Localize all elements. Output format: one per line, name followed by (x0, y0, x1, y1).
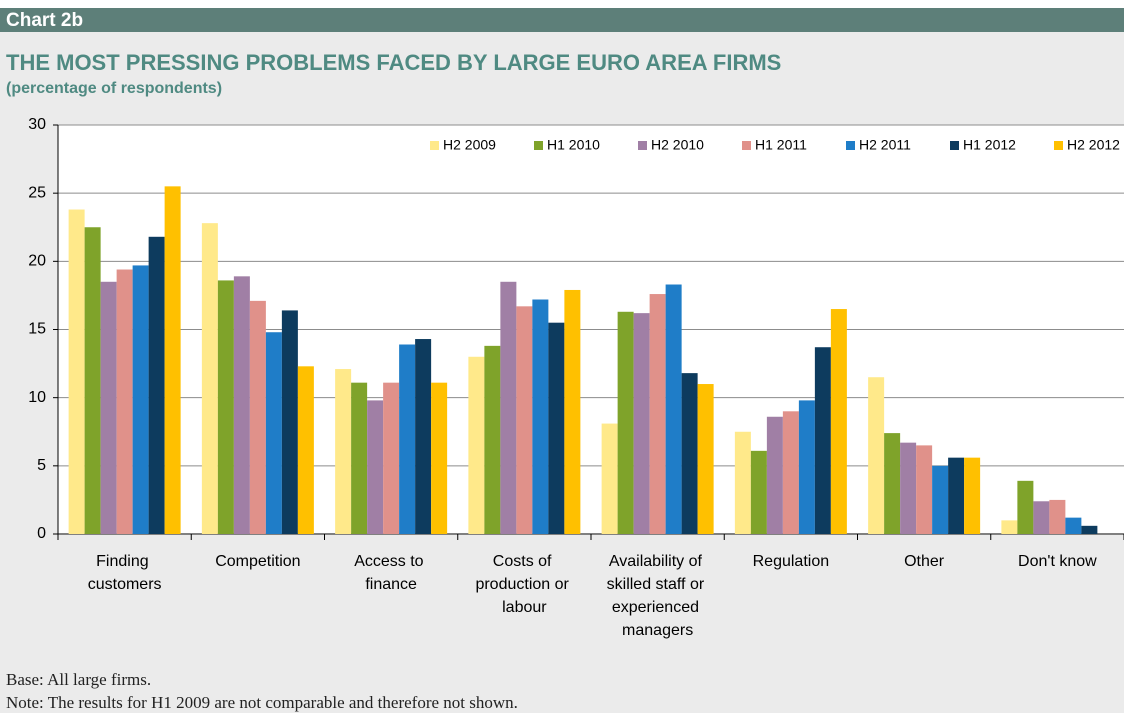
bar (383, 382, 400, 534)
bar (884, 433, 901, 534)
x-tick-label: Access to finance (354, 553, 428, 593)
bar (665, 284, 682, 534)
bar (217, 280, 234, 534)
bar (750, 450, 767, 534)
bar (900, 442, 917, 534)
bar (617, 311, 634, 534)
x-tick-label: Don't know (1018, 553, 1097, 570)
chart-label: Chart 2b (6, 10, 83, 31)
bar (367, 400, 384, 534)
x-tick-label: Finding customers (88, 553, 162, 593)
chart-subtitle: (percentage of respondents) (6, 80, 222, 97)
bar (601, 423, 618, 534)
bar (484, 345, 501, 534)
legend-label: H2 2011 (859, 137, 911, 153)
bar (916, 445, 933, 534)
x-tick-label: Competition (215, 553, 300, 570)
bar (164, 186, 181, 534)
bar (1001, 520, 1018, 534)
bar (281, 310, 298, 534)
bar (1033, 501, 1050, 534)
legend-label: H1 2012 (963, 137, 1016, 153)
bar (116, 269, 133, 534)
bar (814, 347, 831, 534)
bar (132, 265, 149, 534)
bar (868, 377, 885, 534)
legend-swatch (846, 141, 855, 150)
chart-title: THE MOST PRESSING PROBLEMS FACED BY LARG… (6, 50, 781, 75)
bar (68, 209, 85, 534)
legend-swatch (638, 141, 647, 150)
bar (84, 227, 101, 534)
bar (734, 431, 751, 534)
bar (1017, 480, 1034, 534)
legend-swatch (742, 141, 751, 150)
bar (766, 416, 783, 534)
bar (351, 382, 368, 534)
bar (468, 356, 485, 534)
bar (782, 411, 799, 534)
bar (649, 294, 666, 534)
legend-swatch (950, 141, 959, 150)
bar (148, 236, 165, 534)
bar (830, 309, 847, 534)
bar (335, 369, 352, 534)
bar (1065, 517, 1082, 534)
x-tick-label: Other (904, 553, 945, 570)
bar (798, 400, 815, 534)
legend-swatch (430, 141, 439, 150)
bar (399, 344, 416, 534)
bar (1049, 499, 1066, 534)
x-tick-label: Regulation (753, 553, 830, 570)
footnote: Note: The results for H1 2009 are not co… (6, 693, 518, 712)
y-tick-label: 0 (37, 525, 46, 542)
legend-label: H2 2010 (651, 137, 704, 153)
bar (532, 299, 549, 534)
bar (249, 300, 266, 534)
y-tick-label: 30 (28, 116, 46, 133)
legend-label: H2 2012 (1067, 137, 1120, 153)
bar (431, 382, 448, 534)
bar (500, 281, 517, 534)
legend-swatch (534, 141, 543, 150)
bar (201, 223, 218, 534)
bar (633, 313, 650, 534)
x-tick-label: Costs of production or labour (475, 553, 573, 616)
bar (697, 384, 714, 534)
y-tick-label: 10 (28, 389, 46, 406)
y-tick-label: 15 (28, 321, 46, 338)
bar (932, 465, 949, 534)
bar (100, 281, 117, 534)
bar (265, 332, 282, 534)
bar (681, 373, 698, 534)
bar (1081, 525, 1098, 534)
y-tick-label: 20 (28, 253, 46, 270)
legend-label: H1 2011 (755, 137, 807, 153)
bar (516, 306, 533, 534)
bar (297, 366, 314, 534)
bar (233, 276, 250, 534)
bar (964, 457, 981, 534)
bar (548, 322, 565, 534)
legend-label: H1 2010 (547, 137, 600, 153)
bar (948, 457, 965, 534)
header-bar (0, 8, 1124, 32)
footnote: Base: All large firms. (6, 670, 151, 689)
bar (564, 289, 581, 534)
y-tick-label: 25 (28, 184, 46, 201)
legend-swatch (1054, 141, 1063, 150)
bar (415, 339, 432, 534)
legend-label: H2 2009 (443, 137, 496, 153)
x-tick-label: Availability of skilled staff or experie… (607, 553, 709, 639)
y-tick-label: 5 (37, 457, 46, 474)
